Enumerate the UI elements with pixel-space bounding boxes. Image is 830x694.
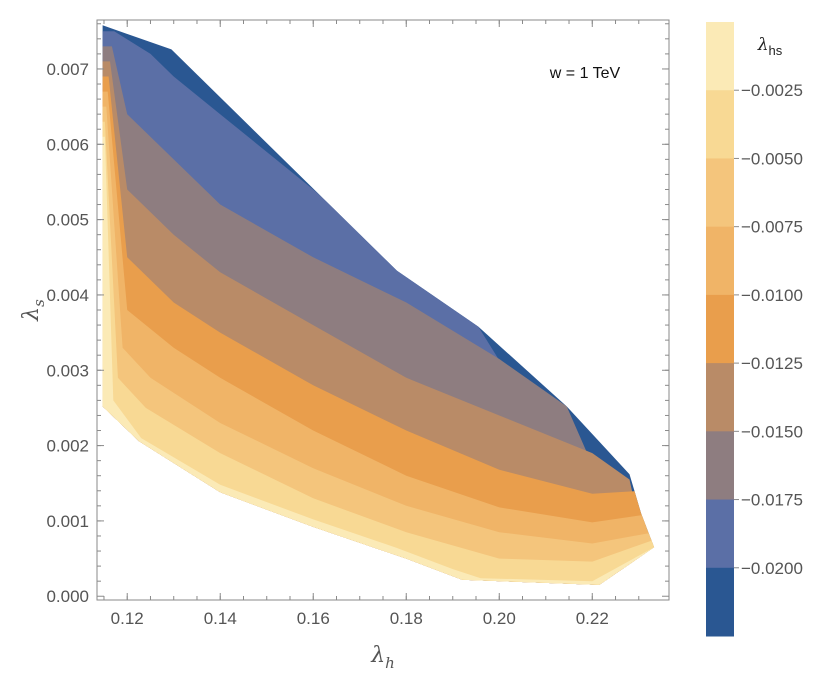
x-tick-label: 0.12 bbox=[111, 609, 144, 628]
chart-annotation: w = 1 TeV bbox=[549, 65, 621, 82]
x-tick-label: 0.14 bbox=[204, 609, 237, 628]
y-tick-label: 0.001 bbox=[46, 512, 89, 531]
x-tick-label: 0.22 bbox=[576, 609, 609, 628]
y-tick-label: 0.000 bbox=[46, 587, 89, 606]
colorbar-band bbox=[706, 90, 734, 159]
contour-region bbox=[102, 25, 655, 585]
colorbar-tick-label: −0.0025 bbox=[741, 81, 803, 100]
y-tick-label: 0.004 bbox=[46, 286, 89, 305]
plot-area: 0.12 0.14 0.16 0.18 0.20 0.22 0.000 0.001 0.002… bbox=[46, 19, 670, 628]
colorbar-band bbox=[706, 567, 734, 637]
x-tick-label: 0.18 bbox=[390, 609, 423, 628]
colorbar-band bbox=[706, 499, 734, 569]
x-axis-label: λh bbox=[370, 643, 395, 672]
x-axis-ticks bbox=[103, 20, 640, 600]
colorbar-title: λhs bbox=[757, 35, 783, 58]
colorbar-tick-label: −0.0075 bbox=[741, 218, 803, 237]
y-tick-label: 0.003 bbox=[46, 361, 89, 380]
colorbar-tick-label: −0.0125 bbox=[741, 354, 803, 373]
colorbar-tick-label: −0.0100 bbox=[741, 286, 803, 305]
y-axis-ticks bbox=[97, 23, 669, 597]
y-tick-label: 0.006 bbox=[46, 135, 89, 154]
colorbar-band bbox=[706, 22, 734, 91]
colorbar-tick-label: −0.0050 bbox=[741, 149, 803, 168]
y-axis-label: λs bbox=[19, 299, 48, 322]
colorbar: −0.0025 −0.0050 −0.0075 −0.0100 −0.0125 −0.01… bbox=[706, 22, 803, 637]
y-tick-label: 0.007 bbox=[46, 60, 89, 79]
colorbar-bands bbox=[706, 22, 734, 637]
y-tick-label: 0.005 bbox=[46, 211, 89, 230]
colorbar-tick-labels: −0.0025 −0.0050 −0.0075 −0.0100 −0.0125 −0.01… bbox=[741, 81, 803, 578]
colorbar-tick-label: −0.0200 bbox=[741, 559, 803, 578]
colorbar-tick-label: −0.0175 bbox=[741, 491, 803, 510]
colorbar-band bbox=[706, 294, 734, 364]
colorbar-ticks bbox=[734, 89, 739, 569]
y-tick-labels: 0.000 0.001 0.002 0.003 0.004 0.005 0.006 0.007 bbox=[46, 60, 89, 606]
colorbar-band bbox=[706, 226, 734, 296]
x-tick-label: 0.20 bbox=[483, 609, 516, 628]
colorbar-band bbox=[706, 363, 734, 432]
x-tick-labels: 0.12 0.14 0.16 0.18 0.20 0.22 bbox=[111, 609, 609, 628]
colorbar-tick-label: −0.0150 bbox=[741, 422, 803, 441]
y-tick-label: 0.002 bbox=[46, 437, 89, 456]
colorbar-band bbox=[706, 158, 734, 228]
x-tick-label: 0.16 bbox=[297, 609, 330, 628]
colorbar-band bbox=[706, 431, 734, 501]
